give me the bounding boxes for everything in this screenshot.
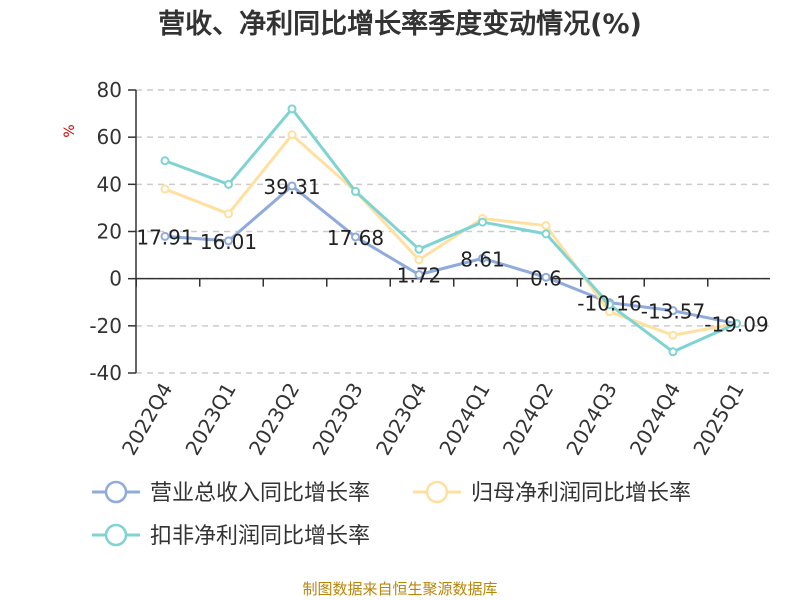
legend-marker <box>104 523 128 547</box>
data-point <box>224 179 233 189</box>
y-tick-label: 80 <box>97 78 122 102</box>
data-point <box>732 318 741 328</box>
data-point <box>414 255 424 265</box>
chart-title: 营收、净利同比增长率季度变动情况(%) <box>158 8 642 40</box>
x-tick-label: 2025Q1 <box>688 379 748 460</box>
y-tick-label: 60 <box>97 125 122 149</box>
data-label: -10.16 <box>577 292 641 316</box>
data-label: 17.68 <box>327 226 384 250</box>
series-line-1 <box>163 184 738 326</box>
y-tick-label: 20 <box>97 220 122 244</box>
data-labels: 17.91 16.01 39.31 17.68 1.72 8.61 0.6 -10.16 -13… <box>136 175 768 337</box>
data-point <box>668 347 678 357</box>
legend-marker <box>425 480 449 504</box>
data-point <box>541 221 551 231</box>
series-line-3 <box>163 107 738 354</box>
data-label: -13.57 <box>641 300 705 324</box>
data-label: -19.09 <box>704 313 768 337</box>
x-tick-label: 2023Q1 <box>180 379 240 460</box>
y-tick-label: 40 <box>97 172 122 196</box>
legend-item-2[interactable]: 归母净利润同比增长率 <box>413 480 691 506</box>
data-point <box>541 229 551 239</box>
data-point <box>160 184 170 194</box>
data-point <box>605 300 614 310</box>
data-label: 16.01 <box>200 230 257 254</box>
data-point <box>668 306 678 316</box>
y-axis-unit-label: % <box>62 124 78 137</box>
data-label: 17.91 <box>136 225 193 249</box>
data-point <box>160 156 170 166</box>
y-tick-label: -20 <box>89 314 122 338</box>
data-point <box>287 181 297 191</box>
x-tick-label: 2024Q4 <box>625 379 685 460</box>
data-point <box>287 130 297 140</box>
legend-label: 营业总收入同比增长率 <box>150 481 370 506</box>
x-tick-label: 2023Q4 <box>371 379 431 460</box>
data-point <box>287 104 297 114</box>
y-tick-label: -40 <box>89 361 122 385</box>
legend-item-3[interactable]: 扣非净利润同比增长率 <box>92 523 370 549</box>
data-point <box>160 231 170 241</box>
data-point <box>351 186 360 196</box>
data-point <box>224 209 233 219</box>
x-tick-label: 2023Q2 <box>244 379 304 460</box>
x-tick-label: 2022Q4 <box>117 379 177 460</box>
data-point <box>414 270 424 280</box>
y-tick-label: 0 <box>109 267 122 291</box>
x-tick-label: 2024Q3 <box>561 379 621 460</box>
series-line-2 <box>163 133 738 337</box>
data-point <box>414 244 424 254</box>
data-point <box>478 217 487 227</box>
legend-item-1[interactable]: 营业总收入同比增长率 <box>92 480 370 506</box>
x-tick-label: 2023Q3 <box>307 379 367 460</box>
data-point <box>351 232 360 242</box>
series-lines <box>160 104 741 357</box>
data-label: 8.61 <box>460 247 505 271</box>
x-tick-label: 2024Q2 <box>498 379 558 460</box>
data-point <box>478 253 487 263</box>
legend-label: 扣非净利润同比增长率 <box>150 524 370 549</box>
legend-marker <box>104 480 128 504</box>
data-label: 39.31 <box>263 175 320 199</box>
source-note: 制图数据来自恒生聚源数据库 <box>302 580 497 598</box>
data-point <box>224 236 233 246</box>
x-tick-label: 2024Q1 <box>434 379 494 460</box>
data-label: 1.72 <box>397 264 442 288</box>
data-label: 0.6 <box>530 266 562 290</box>
data-point <box>541 272 551 282</box>
data-point <box>668 330 678 340</box>
legend-label: 归母净利润同比增长率 <box>471 481 691 506</box>
